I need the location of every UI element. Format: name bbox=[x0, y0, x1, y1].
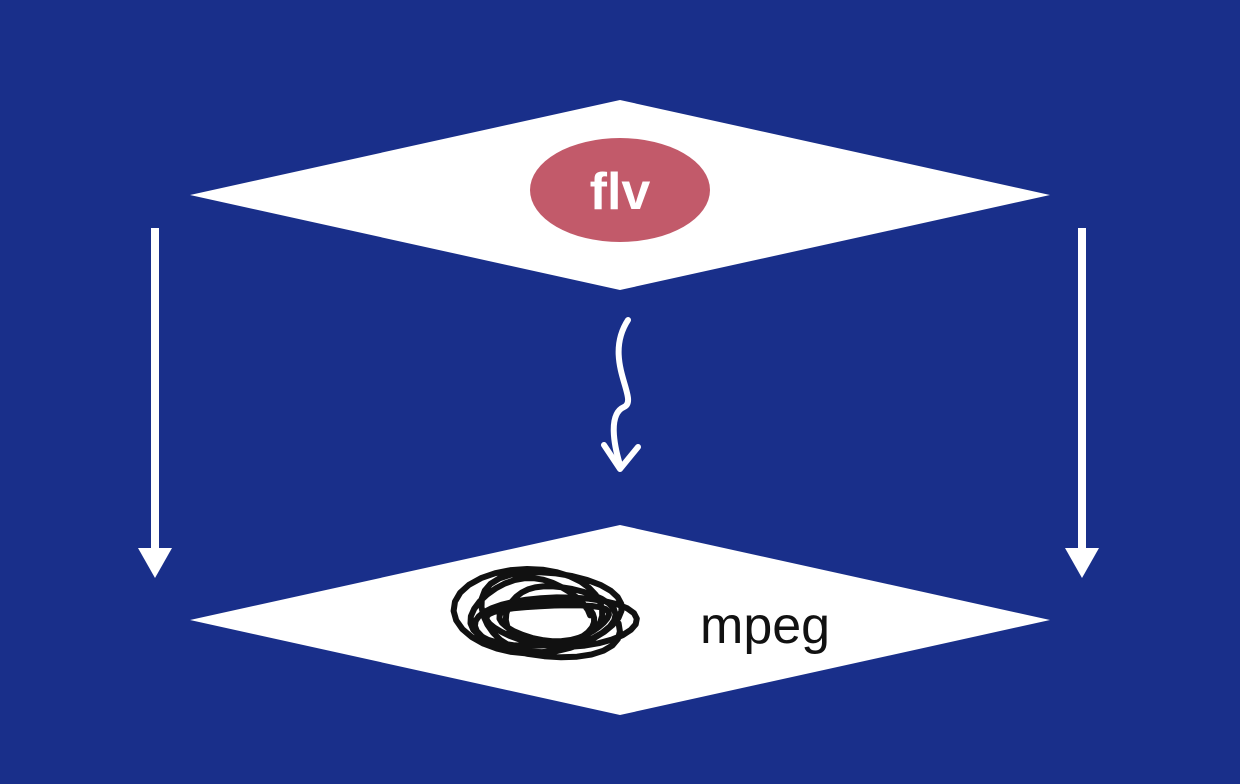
flv-label: flv bbox=[590, 163, 651, 221]
diagram-canvas: flv mpeg bbox=[0, 0, 1240, 784]
diagram-svg: flv mpeg bbox=[0, 0, 1240, 784]
mpeg-label: mpeg bbox=[700, 597, 830, 655]
